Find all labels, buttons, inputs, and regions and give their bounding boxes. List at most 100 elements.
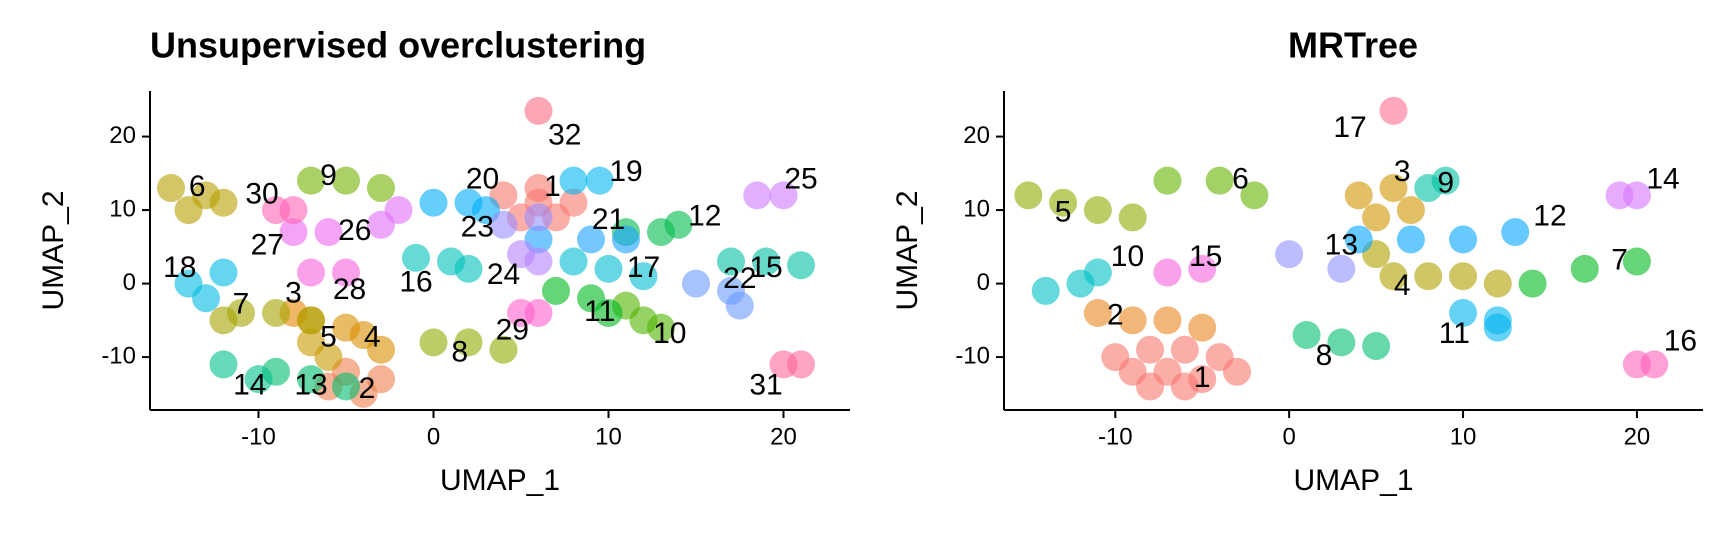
cluster-label: 5 — [320, 321, 337, 354]
point — [524, 298, 553, 327]
point — [559, 166, 588, 195]
point — [1449, 298, 1478, 327]
point — [157, 174, 185, 203]
cluster-label: 3 — [1394, 155, 1411, 188]
point — [332, 372, 360, 401]
point — [332, 313, 360, 342]
point — [559, 247, 588, 276]
cluster-label: 16 — [1664, 324, 1697, 357]
cluster-label: 2 — [1107, 299, 1124, 332]
cluster-label: 5 — [1055, 196, 1072, 229]
point — [192, 284, 220, 313]
point — [402, 243, 430, 272]
y-tick-label: 10 — [963, 195, 990, 222]
point — [1014, 181, 1043, 210]
cluster-label: 22 — [723, 262, 756, 295]
cluster-label: 12 — [688, 199, 721, 232]
point — [209, 188, 238, 217]
x-tick-label: 20 — [1624, 423, 1651, 450]
point — [262, 298, 290, 327]
cluster-label: 9 — [320, 159, 337, 192]
point — [1640, 350, 1669, 379]
point — [332, 166, 360, 195]
point — [1570, 254, 1599, 283]
point — [1379, 96, 1408, 125]
cluster-label: 1 — [544, 170, 561, 203]
cluster-label: 13 — [294, 368, 327, 401]
point — [1362, 203, 1391, 232]
point — [1501, 218, 1530, 247]
y-axis-title: UMAP_2 — [37, 190, 70, 310]
cluster-label: 2 — [359, 372, 376, 405]
point — [454, 328, 483, 357]
point — [1379, 262, 1408, 291]
point — [1622, 181, 1651, 210]
point — [209, 306, 238, 335]
point — [454, 254, 483, 283]
point — [787, 350, 815, 379]
point — [1083, 258, 1112, 287]
cluster-label: 1 — [1194, 361, 1211, 394]
point — [367, 174, 395, 203]
point — [594, 298, 623, 327]
cluster-label: 12 — [1533, 199, 1566, 232]
point — [629, 262, 658, 291]
point — [1136, 372, 1165, 401]
cluster-label: 15 — [749, 251, 782, 284]
point — [1483, 313, 1512, 342]
point — [1622, 247, 1651, 276]
point — [489, 210, 518, 239]
point — [743, 181, 772, 210]
point — [1518, 269, 1547, 298]
point — [585, 166, 614, 195]
cluster-label: 7 — [233, 288, 250, 321]
cluster-label: 30 — [245, 177, 278, 210]
point — [244, 365, 273, 394]
y-tick-label: 10 — [109, 195, 136, 222]
point — [612, 225, 640, 254]
y-tick-label: -10 — [101, 342, 136, 369]
point — [332, 258, 360, 287]
cluster-label: 7 — [1611, 243, 1628, 276]
cluster-label: 8 — [1316, 339, 1333, 372]
cluster-label: 16 — [399, 265, 432, 298]
cluster-label: 29 — [496, 313, 529, 346]
point — [1153, 166, 1182, 195]
cluster-label: 28 — [333, 273, 366, 306]
point — [1344, 225, 1373, 254]
point — [1292, 321, 1321, 350]
cluster-label: 6 — [189, 170, 206, 203]
chart-panel: Unsupervised overclustering1234567891011… — [37, 25, 850, 497]
cluster-label: 17 — [1333, 111, 1366, 144]
cluster-label: 13 — [1325, 229, 1358, 262]
point — [542, 276, 570, 305]
cluster-label: 8 — [451, 335, 468, 368]
cluster-label: 17 — [627, 251, 660, 284]
point — [297, 306, 325, 335]
point — [1223, 357, 1251, 386]
point — [174, 196, 203, 225]
x-tick-label: 0 — [427, 423, 440, 450]
cluster-label: 10 — [1111, 240, 1144, 273]
point — [1449, 262, 1478, 291]
point — [489, 335, 518, 364]
cluster-label: 24 — [487, 258, 520, 291]
cluster-label: 18 — [163, 251, 196, 284]
x-axis-title: UMAP_1 — [440, 464, 560, 497]
cluster-label: 4 — [364, 321, 381, 354]
cluster-label: 6 — [1232, 163, 1249, 196]
y-tick-label: 0 — [977, 269, 990, 296]
point — [1327, 328, 1356, 357]
point — [367, 335, 395, 364]
point — [1344, 181, 1373, 210]
cluster-label: 27 — [251, 229, 284, 262]
y-tick-label: 20 — [963, 122, 990, 149]
point — [419, 328, 448, 357]
point — [1275, 240, 1304, 269]
point — [1153, 258, 1182, 287]
cluster-label: 19 — [609, 155, 642, 188]
cluster-label: 11 — [1439, 317, 1470, 350]
point — [1136, 335, 1165, 364]
